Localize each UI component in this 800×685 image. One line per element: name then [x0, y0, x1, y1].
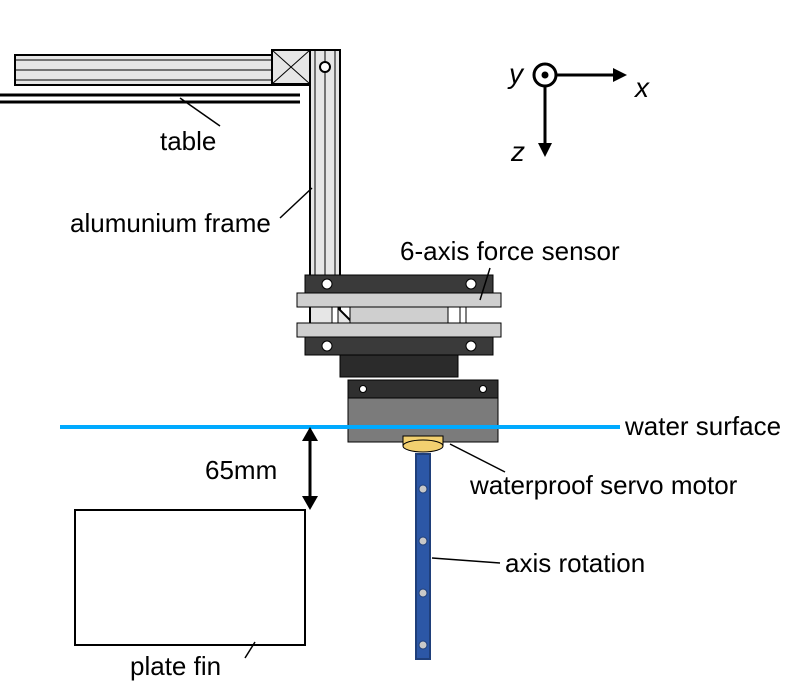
label-table: table [160, 126, 216, 156]
label-plate-fin: plate fin [130, 651, 221, 681]
axis-label-x: x [633, 72, 650, 103]
label-65mm: 65mm [205, 455, 277, 485]
label-servo-motor: waterproof servo motor [469, 470, 738, 500]
servo-horn [403, 436, 443, 452]
aluminium-frame-horizontal [15, 55, 315, 85]
label-force-sensor: 6-axis force sensor [400, 236, 620, 266]
axis-rod [416, 454, 430, 659]
servo-motor [348, 380, 498, 442]
label-axis-rotation: axis rotation [505, 548, 645, 578]
axis-label-z: z [510, 136, 525, 167]
label-aluminium-frame: alumunium frame [70, 208, 271, 238]
axis-label-y: y [507, 58, 525, 89]
label-water-surface: water surface [624, 411, 781, 441]
